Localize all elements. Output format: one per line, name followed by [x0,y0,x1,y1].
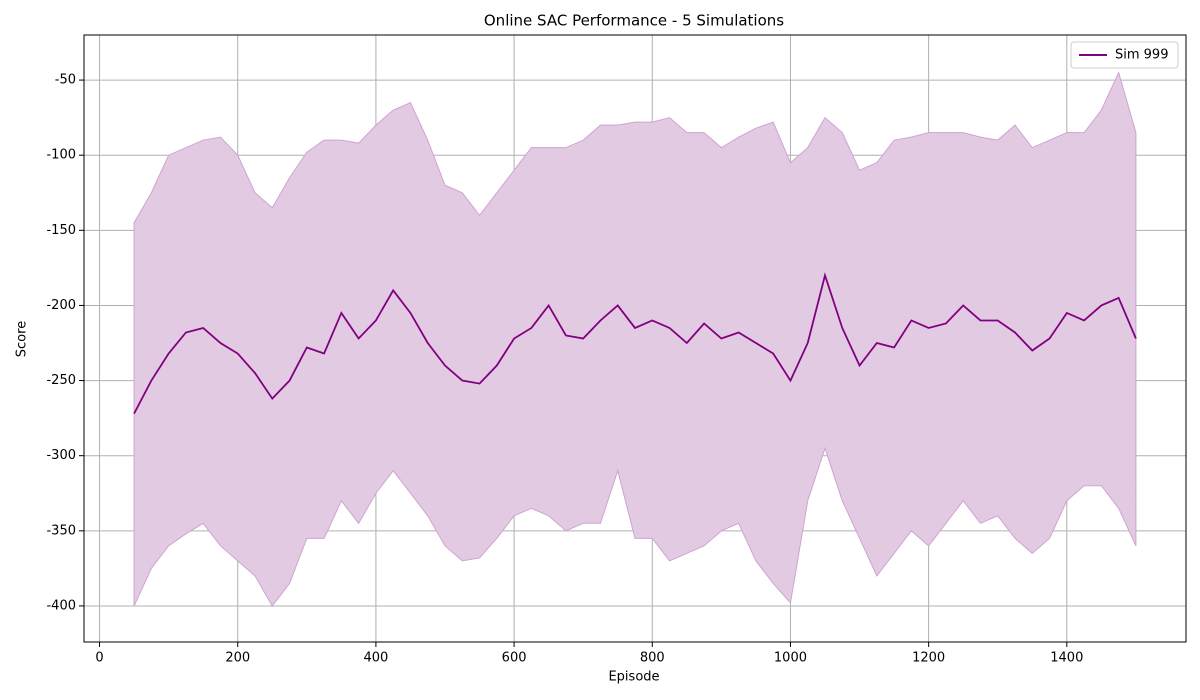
x-axis-label: Episode [608,670,659,685]
y-tick-label: -400 [46,598,76,613]
x-tick-label: 1200 [912,651,945,666]
x-tick-label: 400 [363,651,388,666]
y-tick-label: -150 [46,223,76,238]
legend: Sim 999 [1070,41,1179,69]
x-tick-label: 1000 [774,651,807,666]
line [133,272,1137,415]
y-axis-label: Score [15,321,30,357]
legend-label: Sim 999 [1115,48,1168,63]
x-tick-label: 200 [225,651,250,666]
x-tick-label: 800 [640,651,665,666]
x-tick-label: 1400 [1050,651,1083,666]
y-tick-label: -200 [46,298,76,313]
x-tick-label: 0 [95,651,103,666]
y-tick-label: -100 [46,148,76,163]
chart-title: Online SAC Performance - 5 Simulations [484,12,784,30]
plot-frame [83,34,1187,643]
band [133,71,1137,607]
x-tick-label: 600 [502,651,527,666]
y-tick-label: -250 [46,373,76,388]
y-tick-label: -300 [46,448,76,463]
legend-box [1070,41,1179,69]
y-tick-label: -350 [46,523,76,538]
y-tick-label: -50 [55,73,76,88]
